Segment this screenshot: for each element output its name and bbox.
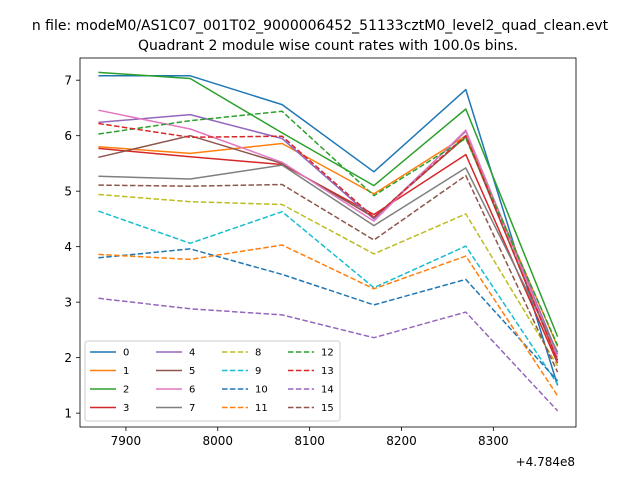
x-tick-label: 8300 bbox=[478, 434, 509, 448]
y-tick-label: 5 bbox=[64, 185, 72, 199]
series-line-2 bbox=[98, 71, 559, 337]
x-tick-label: 8000 bbox=[203, 434, 234, 448]
x-tick-label: 7900 bbox=[111, 434, 142, 448]
legend-label-1: 1 bbox=[123, 366, 129, 377]
series-line-6 bbox=[98, 109, 559, 358]
series-line-13 bbox=[98, 122, 559, 361]
legend-label-6: 6 bbox=[189, 385, 195, 396]
y-tick-label: 4 bbox=[64, 240, 72, 254]
series-line-7 bbox=[98, 164, 559, 353]
axes-frame bbox=[79, 57, 577, 428]
y-tick-label: 7 bbox=[64, 74, 72, 88]
legend-label-8: 8 bbox=[255, 348, 261, 359]
legend-label-13: 13 bbox=[321, 366, 334, 377]
legend-label-5: 5 bbox=[189, 366, 195, 377]
legend-label-12: 12 bbox=[321, 348, 334, 359]
y-tick-label: 3 bbox=[64, 296, 72, 310]
legend-label-15: 15 bbox=[321, 403, 334, 414]
y-tick-label: 6 bbox=[64, 129, 72, 143]
x-tick-label: 8100 bbox=[294, 434, 325, 448]
series-line-1 bbox=[98, 134, 559, 347]
legend-label-0: 0 bbox=[123, 348, 129, 359]
legend-label-7: 7 bbox=[189, 403, 195, 414]
x-axis-offset-label: +4.784e8 bbox=[516, 455, 575, 469]
legend-label-3: 3 bbox=[123, 403, 129, 414]
series-line-0 bbox=[98, 75, 559, 386]
series-layer bbox=[98, 71, 559, 412]
chart-title: Quadrant 2 module wise count rates with … bbox=[138, 38, 518, 54]
legend-label-10: 10 bbox=[255, 385, 268, 396]
legend-label-14: 14 bbox=[321, 385, 334, 396]
series-line-11 bbox=[98, 244, 559, 397]
x-tick-label: 8200 bbox=[386, 434, 417, 448]
y-tick-label: 1 bbox=[64, 407, 72, 421]
series-line-9 bbox=[98, 210, 559, 385]
series-line-15 bbox=[98, 174, 559, 373]
legend-label-2: 2 bbox=[123, 385, 129, 396]
figure-suptitle: n file: modeM0/AS1C07_001T02_9000006452_… bbox=[32, 18, 609, 34]
legend-frame bbox=[84, 340, 341, 422]
legend-label-11: 11 bbox=[255, 403, 268, 414]
y-tick-label: 2 bbox=[64, 351, 72, 365]
legend-label-9: 9 bbox=[255, 366, 261, 377]
legend-label-4: 4 bbox=[189, 348, 195, 359]
series-line-14 bbox=[98, 297, 559, 412]
